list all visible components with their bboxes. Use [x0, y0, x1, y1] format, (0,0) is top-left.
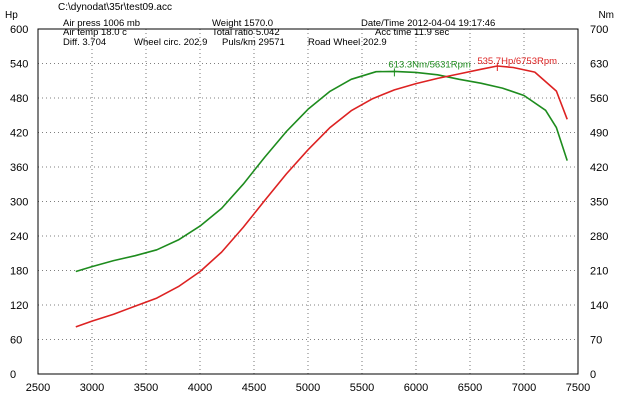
- right-tick-label: 280: [590, 231, 608, 243]
- x-tick-label: 4000: [188, 382, 212, 394]
- left-axis-label: Hp: [5, 10, 18, 21]
- file-path-text: C:\dynodat\35r\test09.acc: [58, 2, 172, 13]
- left-tick-label: 0: [10, 369, 16, 381]
- right-tick-label: 210: [590, 266, 608, 278]
- right-tick-label: 140: [590, 300, 608, 312]
- power-curve: [75, 65, 568, 328]
- right-tick-label: 420: [590, 162, 608, 174]
- right-axis-label: Nm: [598, 10, 614, 21]
- torque-curve: [75, 70, 568, 273]
- series-lines: [75, 65, 568, 328]
- right-tick-labels: 0 70 140 210 280 350 420 490 560 630 700: [590, 24, 608, 381]
- peak-labels: 613.3Nm/5631Rpm 535.7Hp/6753Rpm: [388, 56, 557, 77]
- acc-time-text: Acc time 11.9 sec: [375, 27, 450, 38]
- left-tick-label: 60: [10, 335, 22, 347]
- x-tick-label: 6000: [404, 382, 428, 394]
- left-tick-label: 540: [10, 59, 28, 71]
- left-tick-label: 480: [10, 93, 28, 105]
- x-tick-label: 3500: [134, 382, 158, 394]
- left-tick-label: 360: [10, 162, 28, 174]
- left-tick-label: 180: [10, 266, 28, 278]
- left-tick-label: 120: [10, 300, 28, 312]
- right-tick-label: 350: [590, 197, 608, 209]
- right-tick-label: 700: [590, 24, 608, 36]
- road-wheel-text: Road Wheel 202.9: [308, 37, 387, 48]
- puls-km-text: Puls/km 29571: [222, 37, 285, 48]
- wheel-circ-text: Wheel circ. 202.9: [134, 37, 207, 48]
- datetime-text: Date/Time 2012-04-04 19:17:46: [361, 18, 495, 29]
- plot-frame: [37, 28, 579, 375]
- x-tick-label: 5500: [350, 382, 374, 394]
- right-tick-label: 70: [590, 335, 602, 347]
- x-tick-label: 3000: [80, 382, 104, 394]
- air-press-text: Air press 1006 mb: [63, 18, 140, 29]
- x-tick-label: 7500: [566, 382, 590, 394]
- left-tick-label: 600: [10, 24, 28, 36]
- left-tick-label: 420: [10, 128, 28, 140]
- torque-peak-label: 613.3Nm/5631Rpm: [388, 59, 470, 70]
- total-ratio-text: Total ratio 5.042: [212, 27, 280, 38]
- weight-text: Weight 1570.0: [212, 18, 273, 29]
- x-tick-label: 2500: [26, 382, 50, 394]
- power-peak-label: 535.7Hp/6753Rpm: [477, 56, 557, 67]
- right-tick-label: 0: [590, 369, 596, 381]
- left-tick-labels: 0 60 120 180 240 300 360 420 480 540 600: [10, 24, 28, 381]
- x-tick-label: 7000: [512, 382, 536, 394]
- grid-lines: [38, 29, 578, 374]
- right-tick-label: 630: [590, 59, 608, 71]
- x-tick-labels: 2500 3000 3500 4000 4500 5000 5500 6000 6500 7000…: [26, 382, 590, 394]
- x-tick-label: 6500: [458, 382, 482, 394]
- diff-text: Diff. 3.704: [63, 37, 106, 48]
- x-tick-label: 4500: [242, 382, 266, 394]
- left-tick-label: 240: [10, 231, 28, 243]
- air-temp-text: Air temp 18.0 c: [63, 27, 127, 38]
- right-tick-label: 560: [590, 93, 608, 105]
- right-tick-label: 490: [590, 128, 608, 140]
- left-tick-label: 300: [10, 197, 28, 209]
- x-tick-label: 5000: [296, 382, 320, 394]
